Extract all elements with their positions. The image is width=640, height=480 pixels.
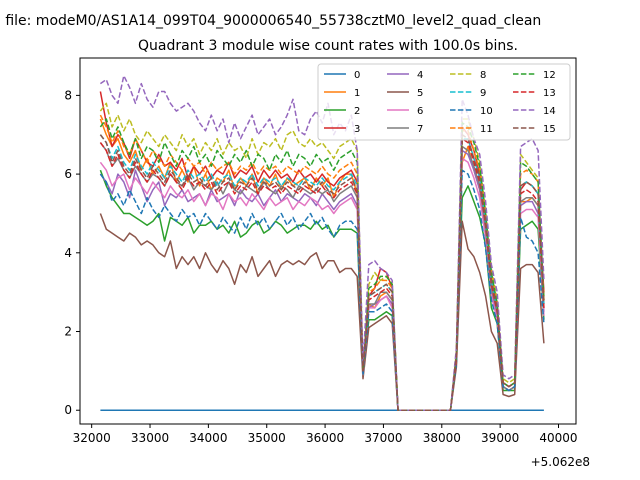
legend-label-9: 9 [480,88,486,99]
x-tick-label: 40000 [539,431,577,445]
series-line-3 [99,91,545,411]
y-tick-label: 8 [64,88,72,102]
series-line-8 [99,102,545,411]
y-tick-label: 6 [64,167,72,181]
figure-suptitle: n file: modeM0/AS1A14_099T04_9000006540_… [0,13,541,29]
series-line-9 [99,134,545,411]
series-line-10 [99,169,545,411]
y-tick-label: 0 [64,403,72,417]
legend-label-3: 3 [354,124,360,135]
series-line-12 [99,118,545,411]
legend-label-14: 14 [543,106,556,117]
plot-frame [79,57,577,425]
chart-title: Quadrant 3 module wise count rates with … [138,38,518,54]
x-tick-label: 32000 [73,431,111,445]
legend-label-5: 5 [417,88,423,99]
x-axis-offset-label: +5.062e8 [531,455,590,469]
x-tick-label: 33000 [131,431,169,445]
series-line-14 [99,74,545,411]
series-line-5 [99,213,545,411]
legend-label-1: 1 [354,88,360,99]
legend-label-10: 10 [480,106,493,117]
legend-label-7: 7 [417,124,423,135]
x-tick-label: 35000 [248,431,286,445]
legend-label-8: 8 [480,70,486,81]
y-tick-label: 2 [64,325,72,339]
legend-label-12: 12 [543,70,556,81]
series-line-13 [99,137,545,411]
legend-label-15: 15 [543,124,556,135]
x-tick-label: 36000 [306,431,344,445]
y-axis: 0 2 4 6 8 [64,88,80,417]
x-tick-label: 38000 [423,431,461,445]
series-layer [99,74,545,411]
y-tick-label: 4 [64,246,72,260]
legend-label-6: 6 [417,106,423,117]
series-line-15 [99,133,545,411]
x-tick-label: 37000 [364,431,402,445]
legend-label-13: 13 [543,88,556,99]
legend-label-2: 2 [354,106,360,117]
legend-label-0: 0 [354,70,360,81]
x-tick-label: 39000 [481,431,519,445]
x-tick-label: 34000 [189,431,227,445]
legend-label-4: 4 [417,70,423,81]
legend-label-11: 11 [480,124,493,135]
series-line-11 [99,114,545,411]
series-line-6 [99,157,545,411]
legend-box [317,63,571,141]
series-line-2 [99,169,545,411]
x-axis: 32000 33000 34000 35000 36000 37000 38000 39000… [73,424,578,445]
